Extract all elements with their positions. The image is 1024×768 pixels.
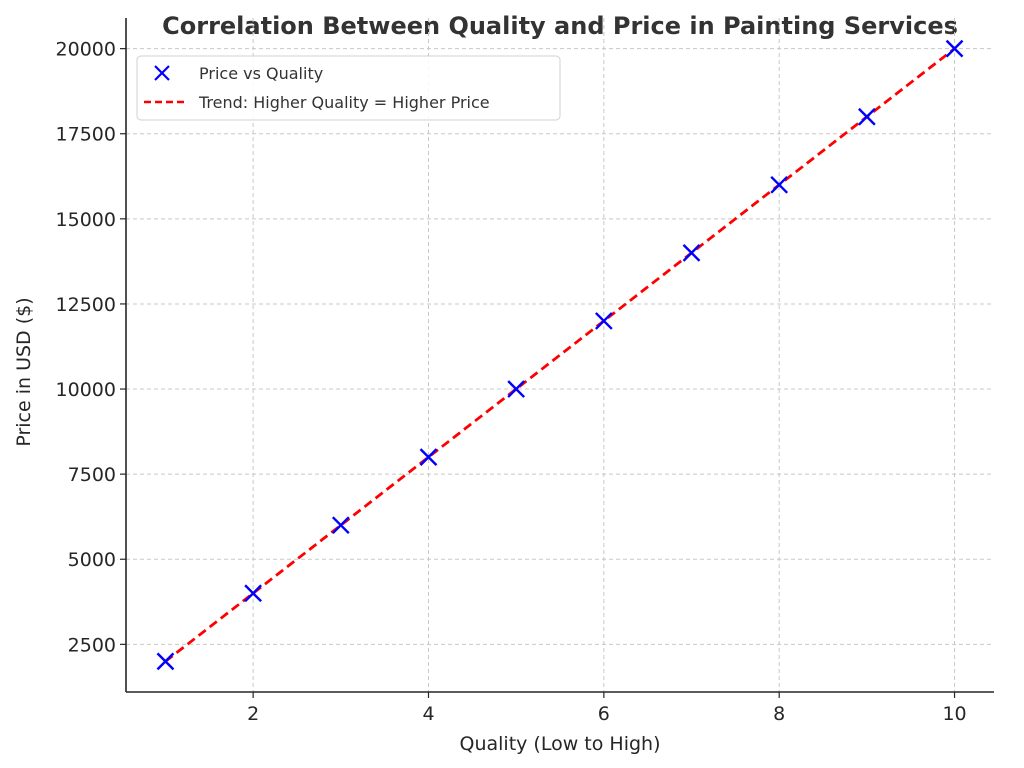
grid-lines <box>126 18 994 692</box>
x-marker-icon <box>331 516 350 535</box>
legend-item-trend: Trend: Higher Quality = Higher Price <box>144 93 490 112</box>
y-tick-label: 12500 <box>56 294 116 316</box>
x-marker-icon <box>244 584 262 603</box>
y-tick-label: 2500 <box>68 634 116 656</box>
y-tick-label: 10000 <box>56 379 116 401</box>
y-axis-ticks: 2500 5000 7500 10000 12500 15000 17500 20000 <box>56 39 126 656</box>
x-tick-label: 6 <box>598 703 610 725</box>
legend: Price vs Quality Trend: Higher Quality =… <box>136 55 561 121</box>
x-marker-icon <box>156 652 175 671</box>
chart-title: Correlation Between Quality and Price in… <box>162 12 958 40</box>
x-tick-label: 4 <box>422 703 434 725</box>
legend-box <box>136 55 561 121</box>
x-tick-label: 2 <box>247 703 259 725</box>
legend-item-price-vs-quality: Price vs Quality <box>154 64 323 83</box>
x-marker-icon <box>419 448 438 466</box>
x-tick-label: 8 <box>773 703 785 725</box>
y-tick-label: 5000 <box>68 549 116 571</box>
x-marker-icon <box>770 175 789 194</box>
trend-line <box>164 47 956 663</box>
x-tick-label: 10 <box>942 703 966 725</box>
y-tick-label: 15000 <box>56 209 116 231</box>
data-points <box>156 39 964 671</box>
legend-label: Price vs Quality <box>199 64 323 83</box>
x-axis-ticks: 2 4 6 8 10 <box>247 692 967 725</box>
x-axis-label: Quality (Low to High) <box>460 733 661 755</box>
y-tick-label: 17500 <box>56 124 116 146</box>
x-marker-icon <box>507 380 526 398</box>
legend-label: Trend: Higher Quality = Higher Price <box>198 93 490 112</box>
y-tick-label: 20000 <box>56 39 116 61</box>
x-marker-icon <box>858 107 876 126</box>
x-marker-icon <box>594 312 613 330</box>
y-axis-label: Price in USD ($) <box>13 297 35 446</box>
x-marker-icon <box>682 244 701 262</box>
y-tick-label: 7500 <box>68 464 116 486</box>
x-marker-icon <box>154 65 170 81</box>
x-marker-icon <box>945 39 964 58</box>
